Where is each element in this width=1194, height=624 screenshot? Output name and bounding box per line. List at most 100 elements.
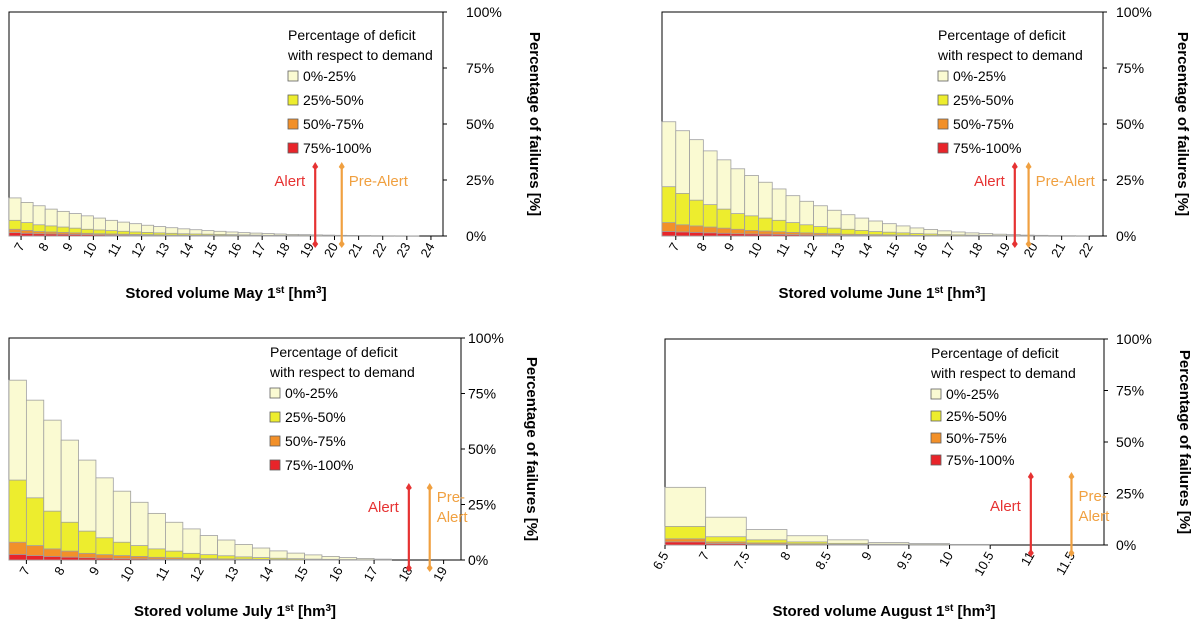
prealert-marker-bottom-diamond [338, 240, 345, 248]
legend: Percentage of deficit with respect to dem… [287, 27, 433, 156]
x-tick-label: 12 [800, 240, 820, 260]
bar-2-level-4 [25, 555, 45, 561]
x-tick-label: 17 [360, 564, 380, 584]
x-tick-label: 6.5 [650, 549, 672, 572]
bar-10-level-4 [117, 234, 130, 237]
plot-frame [8, 11, 444, 237]
bar-9-level-4 [147, 558, 166, 561]
x-tick-label: 18 [965, 240, 985, 260]
legend-title-line: Percentage of deficit [288, 27, 416, 43]
x-tick-label: 15 [883, 240, 903, 260]
prealert-marker-top-diamond [1025, 162, 1032, 170]
x-tick-label: 11 [1018, 549, 1038, 568]
x-tick-label: 18 [395, 564, 415, 584]
y-tick-label: 0% [468, 552, 488, 568]
prealert-marker-bottom-diamond [1025, 240, 1032, 248]
x-tick-label: 7 [11, 240, 28, 254]
y-tick-label: 50% [1116, 434, 1144, 450]
bar-15-level-4 [854, 234, 870, 237]
x-tick-label: 13 [152, 240, 172, 260]
x-tick-label: 19 [430, 564, 450, 584]
bar-7-level-4 [744, 233, 759, 237]
legend-swatch [930, 432, 942, 444]
bar-14-level-4 [840, 234, 856, 237]
x-tick-label: 22 [369, 240, 389, 260]
bar-5-level-4 [716, 232, 732, 237]
y-tick-label: 25% [466, 172, 494, 188]
legend: Percentage of deficit with respect to dem… [937, 27, 1083, 156]
x-tick-label: 15 [200, 240, 220, 260]
x-tick-label: 7 [16, 564, 33, 578]
bar-10-level-4 [785, 234, 801, 237]
legend-title-line: Percentage of deficit [938, 27, 1066, 43]
x-tick-label: 11 [104, 240, 124, 259]
legend-item-label: 25%-50% [303, 92, 364, 108]
y-tick-label: 50% [468, 441, 496, 457]
bar-10-level-4 [165, 558, 184, 561]
chart-panel-1: 7 8 9 10 11 12 13 14 15 16 17 18 19 20 21 22 23 24 0% 25% 50… [8, 4, 543, 303]
alert-marker-top-diamond [405, 483, 412, 491]
bar-5-level-4 [56, 233, 70, 237]
prealert-marker-label: Pre-Alert [349, 173, 409, 190]
legend-item-label: 50%-75% [303, 116, 364, 132]
x-tick-label: 22 [1076, 240, 1096, 260]
x-tick-label: 16 [326, 564, 346, 584]
y-tick-label: 0% [466, 228, 486, 244]
legend-item-label: 25%-50% [285, 409, 346, 425]
bar-3-level-4 [32, 233, 46, 237]
prealert-marker-top-diamond [338, 162, 345, 170]
x-axis-title: Stored volume July 1st [hm3] [134, 603, 336, 621]
y-axis-title: Percentage of failures [%] [1176, 350, 1193, 534]
legend-swatch [937, 94, 949, 106]
legend-swatch [937, 142, 949, 154]
legend-title-line: Percentage of deficit [270, 344, 398, 360]
alert-marker-bottom-diamond [1011, 240, 1018, 248]
bar-4-level-4 [44, 233, 58, 237]
x-tick-label: 21 [1048, 240, 1068, 260]
bar-12-level-4 [813, 234, 828, 237]
legend-item-label: 25%-50% [953, 92, 1014, 108]
legend: Percentage of deficit with respect to dem… [930, 345, 1076, 468]
bar-7-level-4 [112, 558, 132, 561]
bar-2-level-4 [705, 543, 747, 546]
x-tick-label: 13 [221, 564, 241, 584]
alert-marker-top-diamond [312, 162, 319, 170]
prealert-marker-label: Alert [1078, 508, 1110, 525]
legend-swatch [269, 387, 281, 399]
x-tick-label: 8 [777, 549, 794, 563]
legend-item-label: 50%-75% [946, 430, 1007, 446]
prealert-marker-top-diamond [1068, 472, 1075, 480]
y-tick-label: 100% [466, 4, 502, 20]
x-tick-label: 14 [855, 240, 875, 260]
x-tick-label: 14 [256, 564, 276, 584]
x-tick-label: 17 [249, 240, 269, 260]
x-tick-label: 12 [128, 240, 148, 260]
alert-marker-label: Alert [990, 498, 1022, 515]
x-tick-label: 10.5 [971, 549, 997, 578]
y-tick-label: 0% [1116, 537, 1136, 553]
prealert-marker-bottom-diamond [1068, 549, 1075, 557]
chart-panel-2: 7 8 9 10 11 12 13 14 15 16 17 18 19 20 21 22 0% 25% 50% 75%… [661, 4, 1191, 302]
x-tick-label: 18 [273, 240, 293, 260]
bar-6-level-4 [730, 233, 746, 237]
legend-title-line: with respect to demand [269, 364, 415, 380]
bar-2-level-4 [20, 232, 34, 237]
legend-swatch [287, 94, 299, 106]
y-tick-label: 25% [1116, 486, 1144, 502]
alert-marker-bottom-diamond [312, 240, 319, 248]
x-tick-label: 10 [936, 549, 956, 569]
x-tick-label: 16 [224, 240, 244, 260]
x-tick-label: 7 [696, 549, 713, 563]
bar-3-level-4 [745, 543, 788, 546]
x-tick-label: 7 [666, 240, 683, 254]
y-tick-label: 75% [1116, 60, 1144, 76]
alert-marker-top-diamond [1027, 472, 1034, 480]
legend-title-line: with respect to demand [930, 365, 1076, 381]
x-tick-label: 10 [117, 564, 137, 584]
bar-3-level-4 [43, 556, 62, 561]
x-tick-label: 11.5 [1053, 549, 1078, 578]
x-axis-title: Stored volume May 1st [hm3] [125, 285, 326, 303]
legend-item-label: 25%-50% [946, 408, 1007, 424]
alert-marker-label: Alert [368, 499, 400, 516]
